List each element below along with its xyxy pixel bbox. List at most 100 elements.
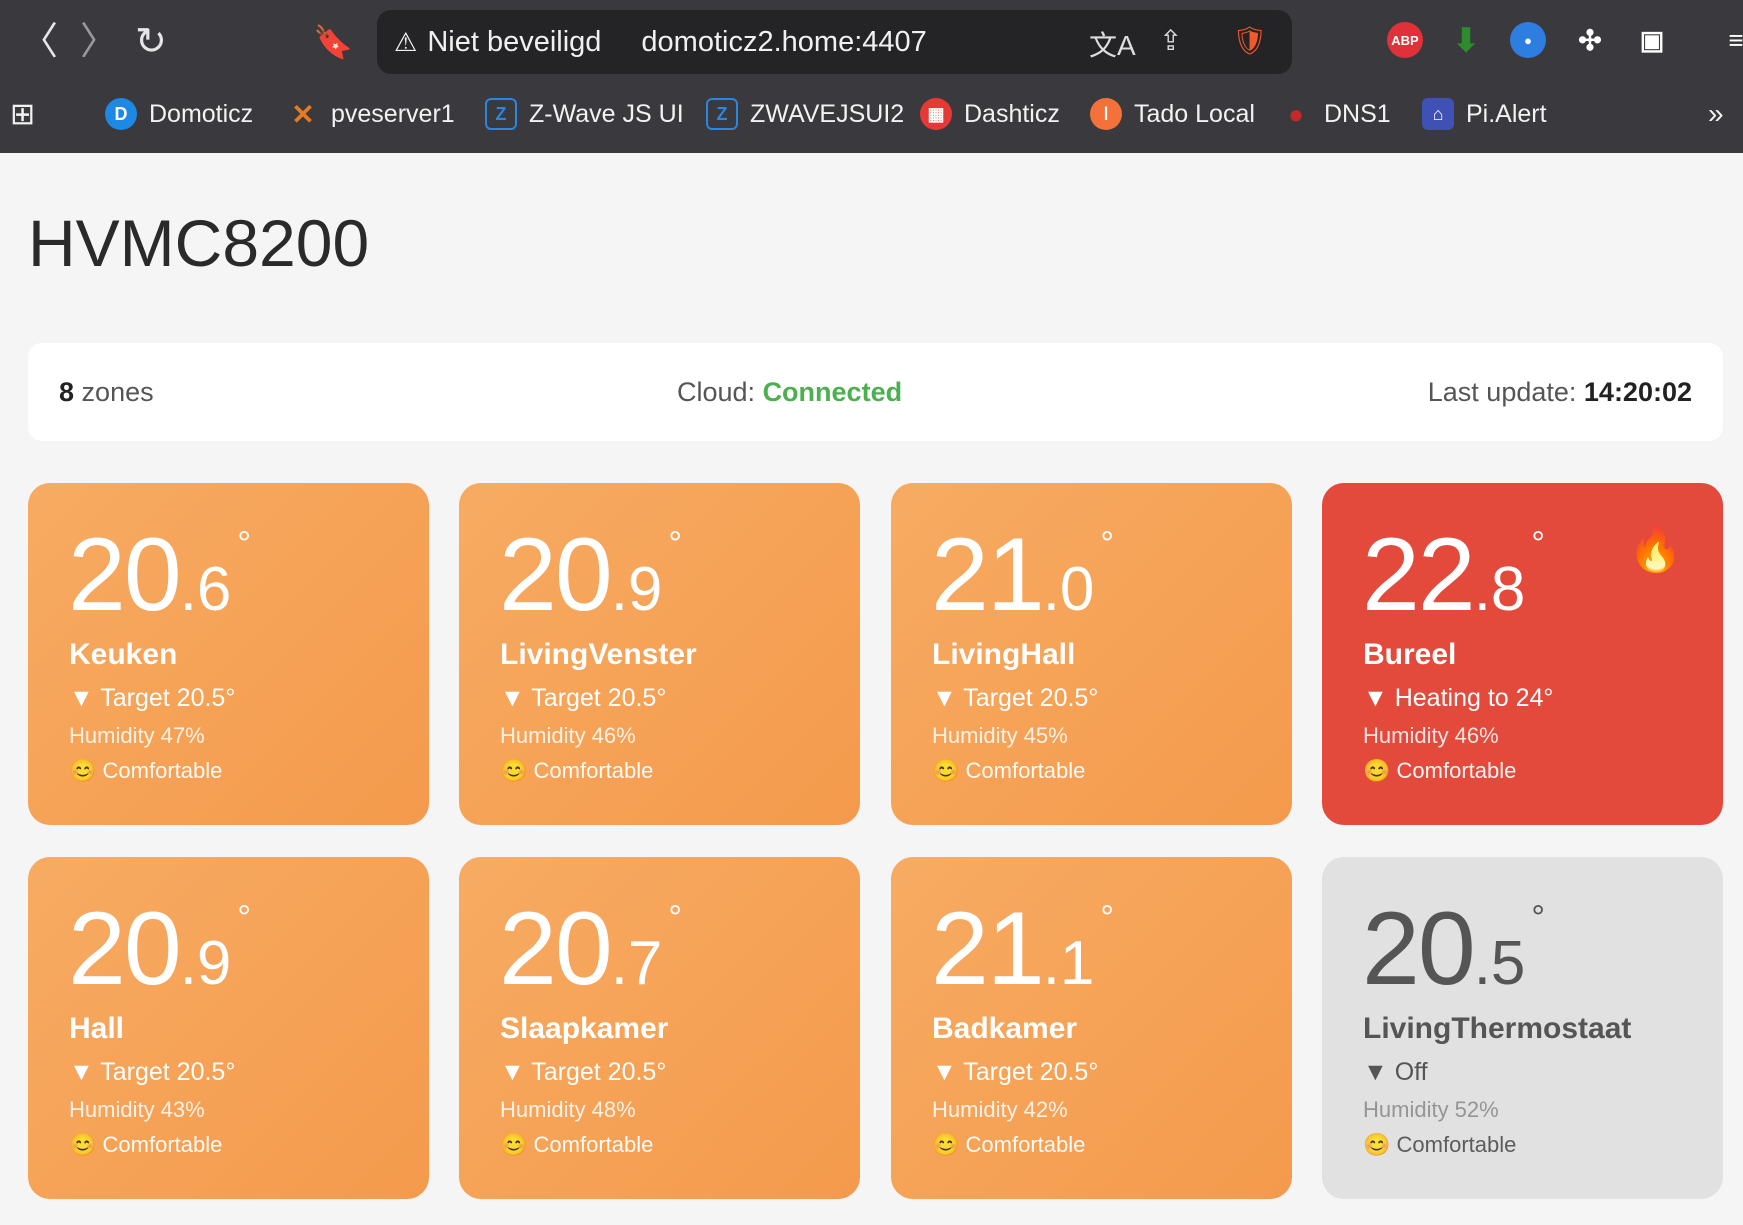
zone-target: ▼ Heating to 24° — [1363, 684, 1554, 712]
last-update: Last update: 14:20:02 — [1427, 377, 1692, 407]
triangle-down-icon: ▼ — [500, 1058, 532, 1086]
cloud-status: Cloud: Connected — [677, 377, 903, 407]
temperature: 20.9° — [499, 517, 683, 633]
zone-card[interactable]: 20.5° LivingThermostaat ▼ Off Humidity 5… — [1322, 857, 1723, 1199]
temperature: 22.8° — [1362, 517, 1546, 633]
smile-icon: 😊 — [500, 1132, 534, 1157]
zone-card[interactable]: 20.6° Keuken ▼ Target 20.5° Humidity 47%… — [28, 483, 429, 825]
zone-card[interactable]: 21.0° LivingHall ▼ Target 20.5° Humidity… — [891, 483, 1292, 825]
zone-target: ▼ Target 20.5° — [69, 1058, 236, 1086]
zone-comfort: 😊 Comfortable — [500, 1132, 654, 1157]
apps-icon[interactable]: ⊞ — [10, 97, 36, 131]
zone-comfort: 😊 Comfortable — [69, 1132, 223, 1157]
zone-humidity: Humidity 45% — [932, 723, 1068, 748]
zone-name: Bureel — [1363, 638, 1457, 671]
zone-card[interactable]: 22.8° 🔥 Bureel ▼ Heating to 24° Humidity… — [1322, 483, 1723, 825]
brave-shield-icon[interactable]: 🛡 — [1232, 25, 1268, 56]
zone-comfort: 😊 Comfortable — [500, 758, 654, 783]
bookmark-zwave-js-ui[interactable]: Z Z-Wave JS UI — [485, 94, 684, 134]
zone-target: ▼ Target 20.5° — [500, 684, 667, 712]
reload-icon[interactable]: ↻ — [135, 21, 167, 63]
bookmark-zwavejsui2[interactable]: Z ZWAVEJSUI2 — [706, 94, 904, 134]
download-icon[interactable]: ⬇ — [1452, 22, 1480, 58]
flame-icon: 🔥 — [1628, 525, 1683, 574]
temperature: 21.1° — [931, 891, 1115, 1007]
translate-icon[interactable]: 文A — [1089, 30, 1136, 61]
triangle-down-icon: ▼ — [69, 1058, 101, 1086]
zones-count: 8 zones — [59, 377, 154, 407]
more-bookmarks-icon[interactable]: » — [1708, 98, 1724, 129]
triangle-down-icon: ▼ — [69, 684, 101, 712]
zone-card[interactable]: 20.9° Hall ▼ Target 20.5° Humidity 43% 😊… — [28, 857, 429, 1199]
smile-icon: 😊 — [932, 758, 966, 783]
smile-icon: 😊 — [69, 1132, 103, 1157]
zone-name: Keuken — [69, 638, 178, 671]
zone-target: ▼ Target 20.5° — [932, 1058, 1099, 1086]
zone-name: Hall — [69, 1012, 125, 1045]
bookmark-tado-local[interactable]: ǀ Tado Local — [1090, 94, 1255, 134]
password-manager-icon[interactable]: ● — [1510, 22, 1546, 58]
zone-name: LivingHall — [932, 638, 1076, 671]
smile-icon: 😊 — [932, 1132, 966, 1157]
smile-icon: 😊 — [1363, 1132, 1397, 1157]
zone-target: ▼ Target 20.5° — [69, 684, 236, 712]
zone-comfort: 😊 Comfortable — [69, 758, 223, 783]
zone-humidity: Humidity 48% — [500, 1097, 636, 1122]
temperature: 20.5° — [1362, 891, 1546, 1007]
zone-humidity: Humidity 46% — [1363, 723, 1499, 748]
zone-comfort: 😊 Comfortable — [932, 1132, 1086, 1157]
menu-icon[interactable]: ≡ — [1728, 24, 1743, 55]
triangle-down-icon: ▼ — [1363, 684, 1395, 712]
smile-icon: 😊 — [69, 758, 103, 783]
zone-target: ▼ Target 20.5° — [932, 684, 1099, 712]
domoticz-icon: D — [105, 98, 137, 130]
browser-chrome: 〈 〉 ↻ 🔖 ⚠ Niet beveiligd domoticz2.home:… — [0, 0, 1743, 153]
zone-target: ▼ Target 20.5° — [500, 1058, 667, 1086]
address-bar[interactable]: ⚠ Niet beveiligd domoticz2.home:4407 文A … — [377, 10, 1292, 74]
zone-comfort: 😊 Comfortable — [1363, 1132, 1517, 1157]
zone-name: LivingVenster — [500, 638, 697, 671]
zone-humidity: Humidity 52% — [1363, 1097, 1499, 1122]
reader-icon[interactable]: ▣ — [1639, 24, 1665, 55]
adblock-icon[interactable]: ABP — [1387, 22, 1423, 58]
zone-name: LivingThermostaat — [1363, 1012, 1632, 1045]
forward-icon[interactable]: 〉 — [80, 21, 119, 63]
share-icon[interactable]: ⇪ — [1159, 25, 1183, 56]
triangle-down-icon: ▼ — [1363, 1058, 1395, 1086]
bookmark-pi-alert[interactable]: ⌂ Pi.Alert — [1422, 94, 1547, 134]
zone-humidity: Humidity 47% — [69, 723, 205, 748]
temperature: 20.7° — [499, 891, 683, 1007]
page-title: HVMC8200 — [28, 206, 370, 280]
zwave-icon: Z — [485, 98, 517, 130]
temperature: 20.9° — [68, 891, 252, 1007]
bookmark-dashticz[interactable]: ▦ Dashticz — [920, 94, 1060, 134]
url-text[interactable]: domoticz2.home:4407 — [641, 25, 927, 58]
zone-comfort: 😊 Comfortable — [1363, 758, 1517, 783]
security-label[interactable]: Niet beveiligd — [427, 25, 602, 58]
status-bar: 8 zones Cloud: Connected Last update: 14… — [28, 343, 1723, 441]
triangle-down-icon: ▼ — [500, 684, 532, 712]
bookmark-pveserver1[interactable]: ✕ pveserver1 — [287, 94, 454, 134]
triangle-down-icon: ▼ — [932, 684, 964, 712]
zone-card[interactable]: 20.7° Slaapkamer ▼ Target 20.5° Humidity… — [459, 857, 860, 1199]
back-icon[interactable]: 〈 — [20, 21, 59, 63]
bookmark-domoticz[interactable]: D Domoticz — [105, 94, 253, 134]
zone-humidity: Humidity 46% — [500, 723, 636, 748]
zone-name: Badkamer — [932, 1012, 1078, 1045]
smile-icon: 😊 — [1363, 758, 1397, 783]
extensions-icon[interactable]: ✣ — [1578, 24, 1602, 56]
proxmox-icon: ✕ — [291, 98, 315, 130]
dashticz-icon: ▦ — [920, 98, 952, 130]
zone-card[interactable]: 20.9° LivingVenster ▼ Target 20.5° Humid… — [459, 483, 860, 825]
zone-comfort: 😊 Comfortable — [932, 758, 1086, 783]
thermometer-icon: ǀ — [1090, 98, 1122, 130]
bookmark-icon[interactable]: 🔖 — [313, 24, 353, 60]
zone-target: ▼ Off — [1363, 1058, 1428, 1086]
temperature: 20.6° — [68, 517, 252, 633]
warning-icon[interactable]: ⚠ — [394, 26, 418, 57]
smile-icon: 😊 — [500, 758, 534, 783]
zone-humidity: Humidity 42% — [932, 1097, 1068, 1122]
zone-humidity: Humidity 43% — [69, 1097, 205, 1122]
bookmark-dns1[interactable]: ● DNS1 — [1280, 94, 1391, 134]
zone-card[interactable]: 21.1° Badkamer ▼ Target 20.5° Humidity 4… — [891, 857, 1292, 1199]
